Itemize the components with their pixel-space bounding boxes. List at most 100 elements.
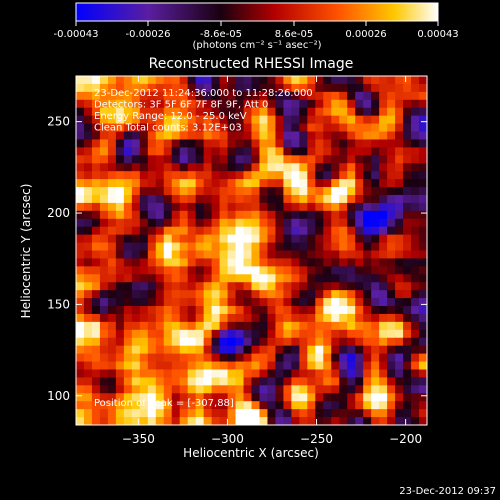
heatmap-cell [395,306,404,315]
heatmap-cell [235,131,245,141]
heatmap-cell [235,179,245,188]
heatmap-cell [379,250,388,260]
heatmap-cell [299,155,308,164]
heatmap-cell [267,393,277,402]
heatmap-cell [387,258,396,267]
heatmap-cell [363,353,372,363]
heatmap-cell [379,123,388,133]
heatmap-cell [259,393,269,402]
heatmap-cell [123,155,133,164]
heatmap-cell [403,385,412,394]
heatmap-cell [267,179,277,188]
heatmap-cell [91,163,101,172]
heatmap-cell [371,139,380,148]
heatmap-cell [99,393,109,402]
heatmap-cell [139,298,149,307]
heatmap-cell [291,274,300,283]
heatmap-cell [91,321,101,331]
heatmap-cell [211,107,221,117]
heatmap-cell [187,266,197,275]
heatmap-cell [187,155,197,164]
heatmap-cell [307,115,316,125]
heatmap-cell [123,321,133,331]
heatmap-cell [387,226,396,236]
heatmap-cell [219,345,229,355]
heatmap-cell [275,242,285,252]
heatmap-cell [323,234,332,244]
heatmap-cell [363,345,372,355]
heatmap-cell [131,179,141,188]
heatmap-cell [139,417,149,425]
heatmap-cell [331,91,340,101]
heatmap-cell [283,298,292,307]
heatmap-cell [243,417,253,425]
heatmap-cell [315,282,324,291]
heatmap-cell [147,369,157,379]
heatmap-cell [259,242,269,252]
heatmap-cell [187,361,197,371]
heatmap-cell [155,139,165,148]
heatmap-cell [363,393,372,402]
heatmap-cell [339,401,348,410]
heatmap-cell [379,417,388,425]
heatmap-cell [371,329,380,339]
heatmap-cell [99,313,109,323]
heatmap-cell [419,218,427,228]
heatmap-cell [211,226,221,236]
heatmap-cell [171,83,181,93]
heatmap-cell [195,179,205,188]
heatmap-cell [115,131,125,141]
heatmap-cell [219,139,229,148]
heatmap-cell [131,409,141,418]
heatmap-cell [147,361,157,371]
heatmap-cell [355,99,364,109]
heatmap-cell [227,171,237,180]
heatmap-cell [339,377,348,386]
heatmap-cell [363,83,372,93]
heatmap-cell [283,115,292,125]
heatmap-cell [259,234,269,244]
heatmap-cell [195,147,205,156]
heatmap-cell [291,345,300,355]
heatmap-cell [163,266,173,275]
heatmap-cell [99,401,109,410]
heatmap-cell [363,91,372,101]
heatmap-cell [131,234,141,244]
heatmap-cell [131,163,141,172]
heatmap-cell [219,155,229,164]
heatmap-cell [139,290,149,299]
heatmap-cell [219,369,229,379]
heatmap-cell [203,194,213,204]
heatmap-cell [395,91,404,101]
plot-area [76,76,427,425]
heatmap-cell [195,242,205,252]
heatmap-cell [91,171,101,180]
heatmap-cell [315,313,324,323]
heatmap-cell [283,210,292,220]
heatmap-cell [379,385,388,394]
heatmap-cell [203,171,213,180]
heatmap-cell [219,258,229,267]
heatmap-cell [411,194,420,204]
heatmap-cell [147,274,157,283]
heatmap-cell [155,266,165,275]
heatmap-cell [299,115,308,125]
heatmap-cell [171,337,181,347]
y-tick-label: 150 [47,297,70,311]
heatmap-cell [395,393,404,402]
heatmap-cell [251,242,261,252]
heatmap-cell [147,194,157,204]
heatmap-cell [91,337,101,347]
heatmap-cell [91,290,101,299]
heatmap-cell [307,393,316,402]
heatmap-cell [363,139,372,148]
heatmap-cell [267,258,277,267]
heatmap-cell [139,369,149,379]
heatmap-cell [259,258,269,267]
heatmap-cell [227,337,237,347]
heatmap-cell [339,337,348,347]
heatmap-cell [419,377,427,386]
heatmap-cell [115,401,125,410]
heatmap-cell [83,83,93,93]
heatmap-cell [283,163,292,172]
